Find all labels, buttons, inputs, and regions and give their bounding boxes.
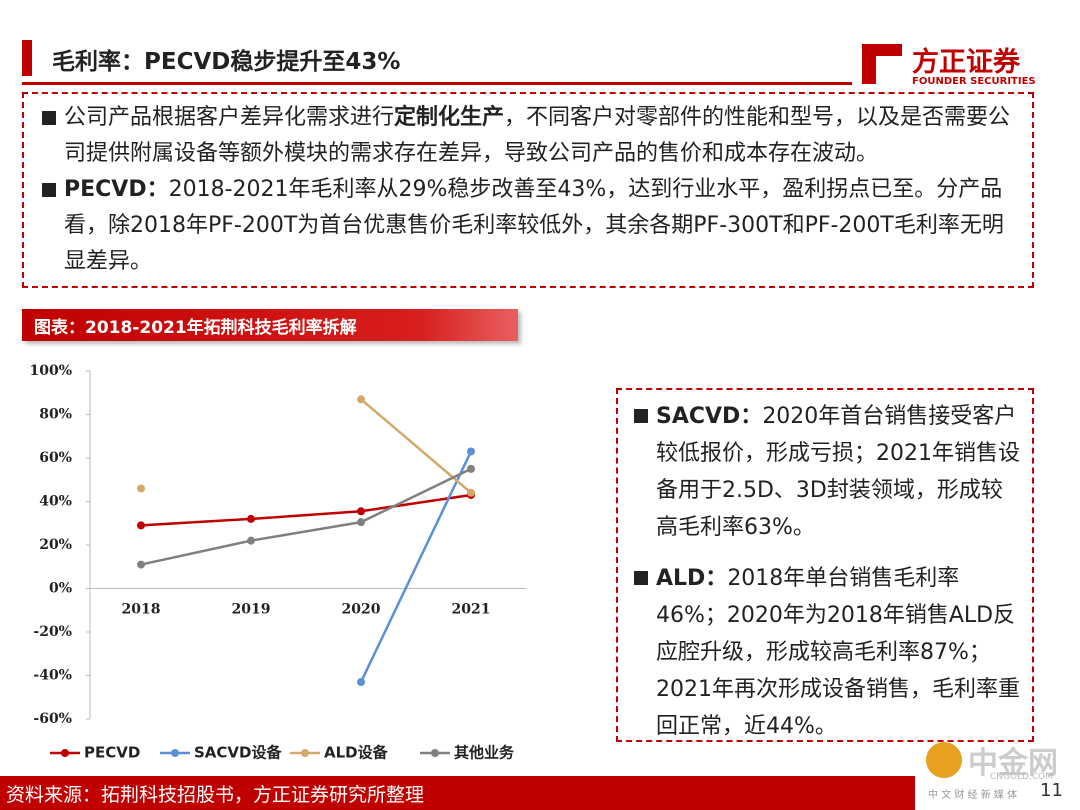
watermark-icon bbox=[926, 742, 962, 778]
source: 资料来源：拓荆科技招股书，方正证券研究所整理 bbox=[6, 784, 425, 806]
bold-text: SACVD： bbox=[656, 404, 763, 429]
bold-text: ALD： bbox=[656, 566, 728, 591]
logo-mark bbox=[862, 44, 902, 84]
point bbox=[137, 484, 145, 493]
point bbox=[467, 464, 475, 473]
logo: 方正证券 bbox=[912, 47, 1020, 78]
y-tick-label: 40% bbox=[39, 494, 72, 510]
bullet-list: 公司产品根据客户差异化需求进行定制化生产，不同客户对零部件的性能和型号，以及是否… bbox=[38, 100, 1018, 280]
legend-label: ALD设备 bbox=[324, 744, 389, 762]
y-tick-label: 80% bbox=[39, 407, 72, 423]
legend-marker bbox=[301, 749, 309, 757]
point bbox=[137, 560, 145, 569]
point bbox=[467, 447, 475, 456]
text: ，不同客户对零部件的性能和型号，以及是否需要公司提供附属设备等额外模块的需求存在… bbox=[64, 105, 1011, 166]
y-tick-label: 0% bbox=[49, 581, 72, 597]
x-tick-label: 2018 bbox=[122, 602, 161, 618]
point bbox=[247, 514, 255, 523]
series-line bbox=[359, 450, 473, 683]
summary-box: 公司产品根据客户差异化需求进行定制化生产，不同客户对零部件的性能和型号，以及是否… bbox=[22, 92, 1034, 288]
watermark-tag: 中 文 财 经 新 媒 体 bbox=[928, 790, 1018, 801]
point bbox=[357, 395, 365, 404]
bold-text: PECVD： bbox=[64, 177, 169, 202]
title-bar bbox=[22, 40, 32, 76]
y-tick-label: 60% bbox=[39, 450, 72, 466]
logo-sub: FOUNDER SECURITIES bbox=[912, 76, 1036, 87]
point bbox=[357, 678, 365, 687]
series-line bbox=[140, 493, 472, 527]
chart: -60% -40% -20% 0% 20% 40% 60% 80% 100% 2018 2019 20… bbox=[29, 363, 526, 762]
series-line bbox=[360, 398, 472, 494]
point bbox=[247, 536, 255, 545]
paragraph: SACVD：2020年首台销售接受客户较低报价，形成亏损；2021年销售设备用于… bbox=[630, 398, 1022, 546]
text: 公司产品根据客户差异化需求进行 bbox=[64, 105, 395, 130]
x-tick-label: 2019 bbox=[232, 602, 271, 618]
figure-caption: 图表：2018-2021年拓荆科技毛利率拆解 bbox=[34, 318, 357, 338]
point bbox=[357, 507, 365, 516]
text: 2020年首台销售接受客户较低报价，形成亏损；2021年销售设备用于2.5D、3… bbox=[656, 404, 1020, 540]
x-tick-label: 2020 bbox=[342, 602, 381, 618]
watermark-sub: CNGOLD.COM bbox=[990, 772, 1054, 782]
legend-marker bbox=[61, 749, 69, 757]
paragraph: ALD：2018年单台销售毛利率46%；2020年为2018年销售ALD反应腔升… bbox=[630, 560, 1022, 745]
legend-label: 其他业务 bbox=[454, 744, 515, 762]
point bbox=[357, 518, 365, 527]
y-tick-label: -40% bbox=[33, 668, 72, 684]
y-tick-label: -20% bbox=[33, 624, 72, 640]
page-number: 11 bbox=[1040, 780, 1063, 801]
watermark: 中金网 bbox=[968, 746, 1058, 781]
text: 2018-2021年毛利率从29%稳步改善至43%，达到行业水平，盈利拐点已至。… bbox=[64, 177, 1004, 274]
paragraph: 公司产品根据客户差异化需求进行定制化生产，不同客户对零部件的性能和型号，以及是否… bbox=[38, 100, 1018, 172]
footer-band bbox=[0, 776, 915, 810]
series-line bbox=[140, 467, 472, 566]
legend-marker bbox=[431, 749, 439, 757]
bold-text: 定制化生产 bbox=[394, 105, 505, 130]
y-tick-label: -60% bbox=[33, 711, 72, 727]
legend-label: SACVD设备 bbox=[194, 744, 282, 762]
title-rule bbox=[22, 82, 852, 85]
slide-title: 毛利率：PECVD稳步提升至43% bbox=[52, 49, 401, 75]
x-tick-label: 2021 bbox=[452, 602, 491, 618]
y-tick-label: 100% bbox=[29, 363, 72, 379]
y-tick-label: 20% bbox=[39, 537, 72, 553]
paragraph: PECVD：2018-2021年毛利率从29%稳步改善至43%，达到行业水平，盈… bbox=[38, 172, 1018, 280]
point bbox=[137, 521, 145, 530]
point bbox=[467, 488, 475, 497]
text: 2018年单台销售毛利率46%；2020年为2018年销售ALD反应腔升级，形成… bbox=[656, 566, 1020, 739]
notes-box: SACVD：2020年首台销售接受客户较低报价，形成亏损；2021年销售设备用于… bbox=[616, 388, 1034, 742]
note-list: SACVD：2020年首台销售接受客户较低报价，形成亏损；2021年销售设备用于… bbox=[630, 398, 1022, 745]
legend-marker bbox=[171, 749, 179, 757]
legend-label: PECVD bbox=[84, 744, 140, 762]
caption-bar bbox=[22, 309, 518, 341]
